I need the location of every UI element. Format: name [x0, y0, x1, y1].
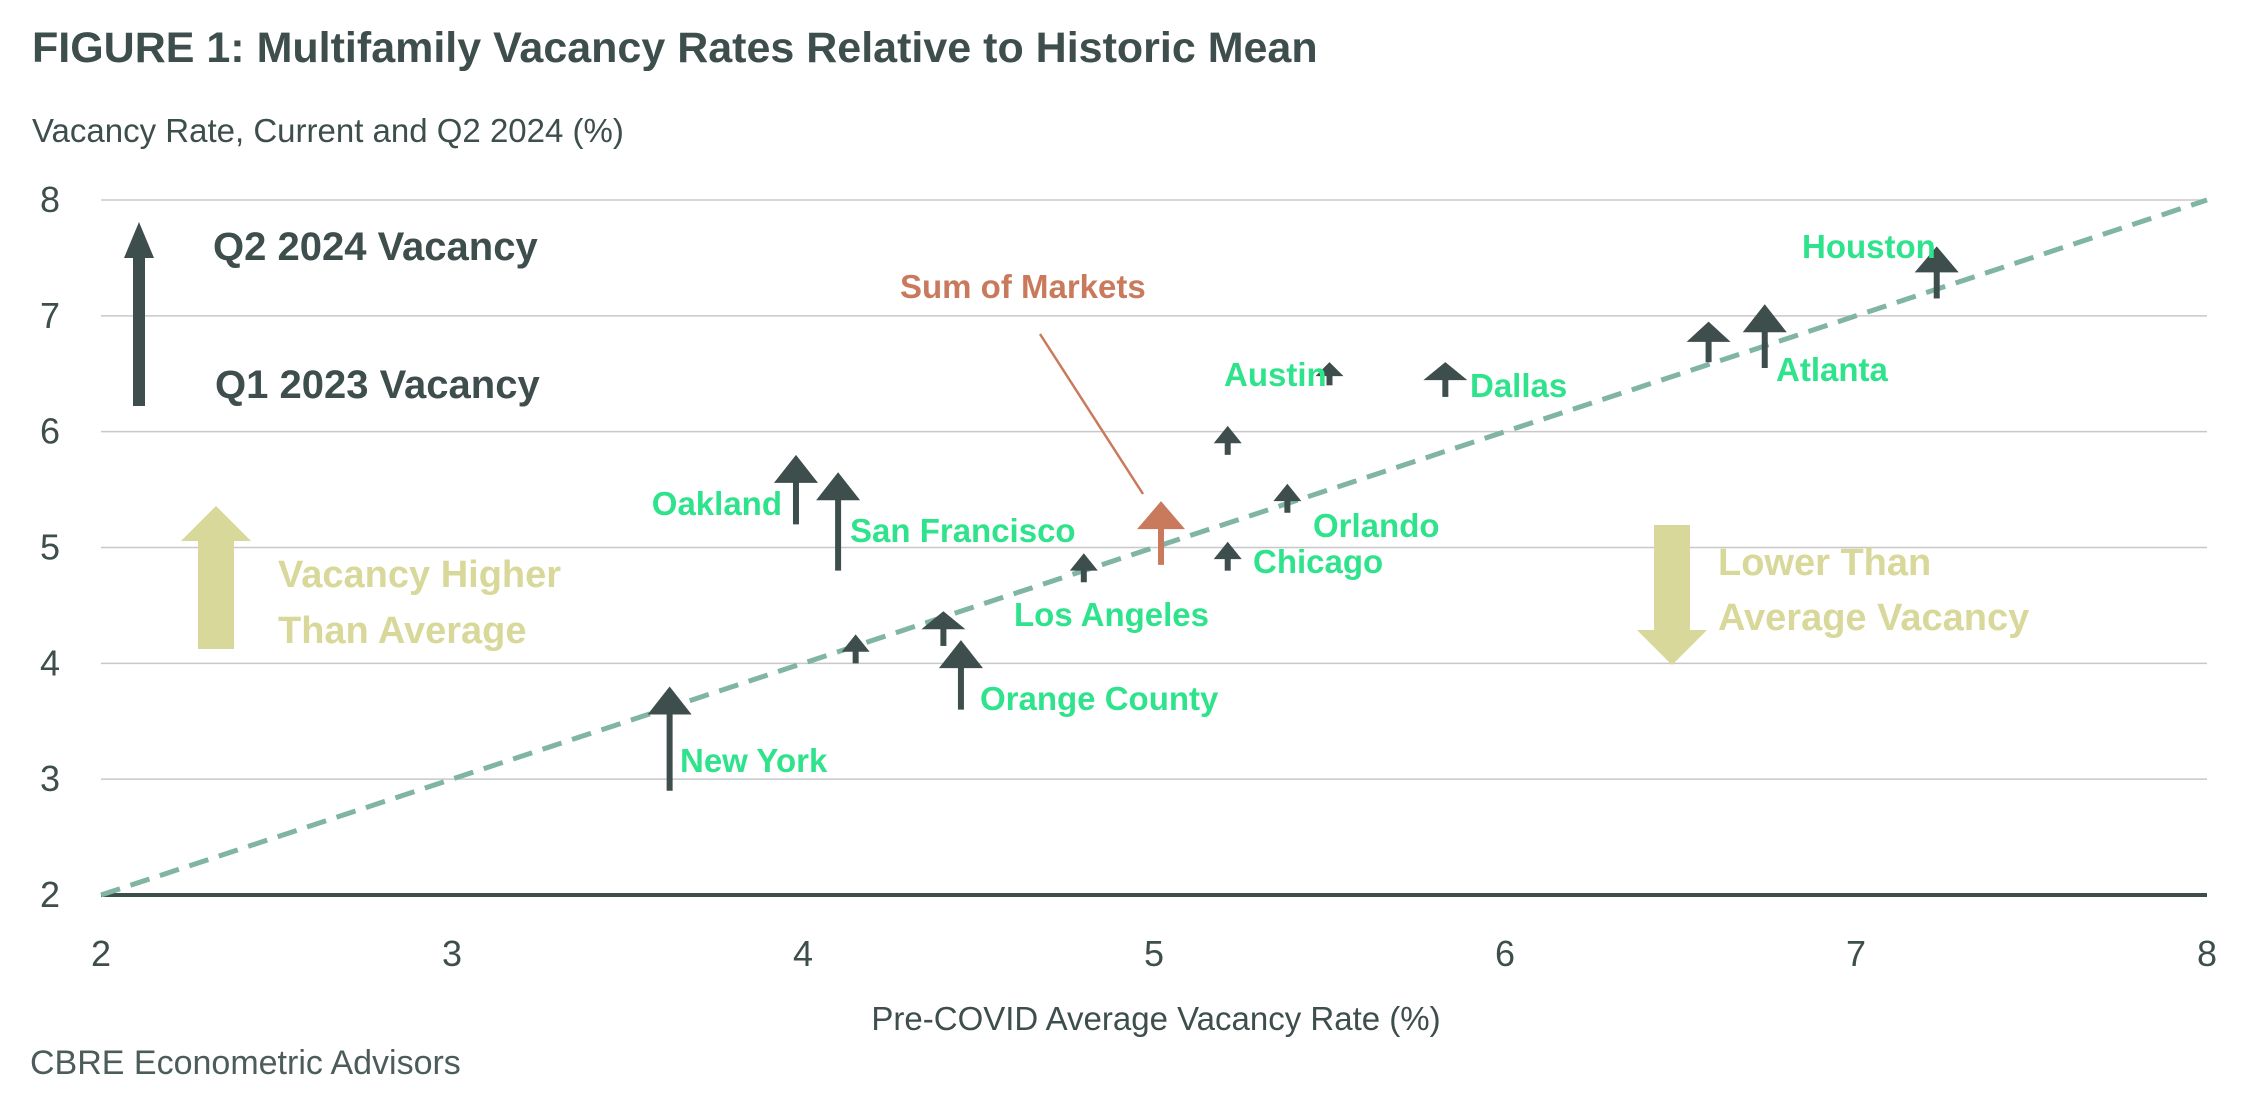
market-label: San Francisco	[850, 512, 1076, 549]
market-label: Dallas	[1470, 367, 1567, 404]
arrow-head	[1686, 321, 1731, 342]
chart-title: FIGURE 1: Multifamily Vacancy Rates Rela…	[32, 24, 1318, 72]
market-label: New York	[680, 742, 828, 779]
market-label: Austin	[1224, 356, 1327, 393]
y-tick-label: 6	[40, 411, 60, 452]
arrow-head	[816, 472, 861, 501]
x-tick-label: 3	[442, 933, 462, 974]
arrow-head	[1315, 362, 1344, 377]
arrow-head	[1213, 541, 1242, 560]
higher-note-line2: Than Average	[278, 610, 526, 652]
x-axis-ticks: 2 3 4 5 6 7 8	[91, 933, 2217, 974]
higher-note: Vacancy Higher Than Average	[181, 506, 561, 652]
market-labels: New York Oakland San Francisco Orange Count…	[652, 228, 1936, 779]
market-arrows	[647, 246, 1959, 791]
sum-callout-line	[1038, 333, 1145, 495]
market-label: Orange County	[980, 680, 1219, 717]
arrow-head	[1914, 246, 1959, 273]
down-arrow-shaft	[1654, 525, 1690, 630]
down-arrow-head	[1637, 630, 1707, 665]
arrow-head	[1273, 483, 1302, 502]
arrow-head	[841, 634, 870, 652]
arrow-head	[938, 640, 983, 669]
x-tick-label: 6	[1495, 933, 1515, 974]
diagonal-line	[100, 197, 2208, 898]
chart-subtitle: Vacancy Rate, Current and Q2 2024 (%)	[32, 112, 624, 149]
arrow-head	[1069, 553, 1098, 571]
higher-note-line1: Vacancy Higher	[278, 554, 561, 596]
x-tick-label: 4	[793, 933, 813, 974]
arrow-head	[773, 454, 818, 483]
arrow-head	[1137, 501, 1186, 530]
market-label: Houston	[1802, 228, 1936, 265]
market-label: Los Angeles	[1014, 596, 1209, 633]
gridlines	[101, 199, 2207, 897]
up-arrow-shaft	[198, 541, 234, 649]
y-tick-label: 2	[40, 874, 60, 915]
y-axis-ticks: 2 3 4 5 6 7 8	[40, 179, 60, 915]
y-tick-label: 3	[40, 758, 60, 799]
market-label: Orlando	[1313, 507, 1440, 544]
arrow-head	[647, 686, 692, 715]
lower-note: Lower Than Average Vacancy	[1637, 525, 2029, 665]
up-arrow-head	[181, 506, 251, 541]
y-tick-label: 7	[40, 295, 60, 336]
sum-callout: Sum of Markets	[900, 268, 1146, 495]
market-label: Atlanta	[1776, 351, 1888, 388]
x-tick-label: 5	[1144, 933, 1164, 974]
legend-bottom-label: Q1 2023 Vacancy	[215, 363, 540, 407]
market-label: Oakland	[652, 485, 782, 522]
arrow-head	[1423, 362, 1468, 381]
legend: Q2 2024 Vacancy Q1 2023 Vacancy	[124, 222, 540, 407]
y-tick-label: 5	[40, 527, 60, 568]
y-tick-label: 8	[40, 179, 60, 220]
x-tick-label: 2	[91, 933, 111, 974]
market-label: Chicago	[1253, 543, 1383, 580]
lower-note-line1: Lower Than	[1718, 542, 1931, 584]
arrow-head	[1213, 425, 1242, 444]
arrow-head	[921, 611, 966, 630]
x-tick-label: 7	[1846, 933, 1866, 974]
x-tick-label: 8	[2197, 933, 2217, 974]
legend-arrow-head	[124, 222, 154, 258]
lower-note-line2: Average Vacancy	[1718, 597, 2029, 639]
reference-line	[100, 197, 2208, 898]
sum-label: Sum of Markets	[900, 268, 1146, 305]
legend-top-label: Q2 2024 Vacancy	[213, 225, 538, 269]
x-axis-label: Pre-COVID Average Vacancy Rate (%)	[871, 1000, 1440, 1037]
arrow-head	[1742, 304, 1787, 333]
source-note: CBRE Econometric Advisors	[30, 1044, 461, 1082]
y-tick-label: 4	[40, 642, 60, 683]
